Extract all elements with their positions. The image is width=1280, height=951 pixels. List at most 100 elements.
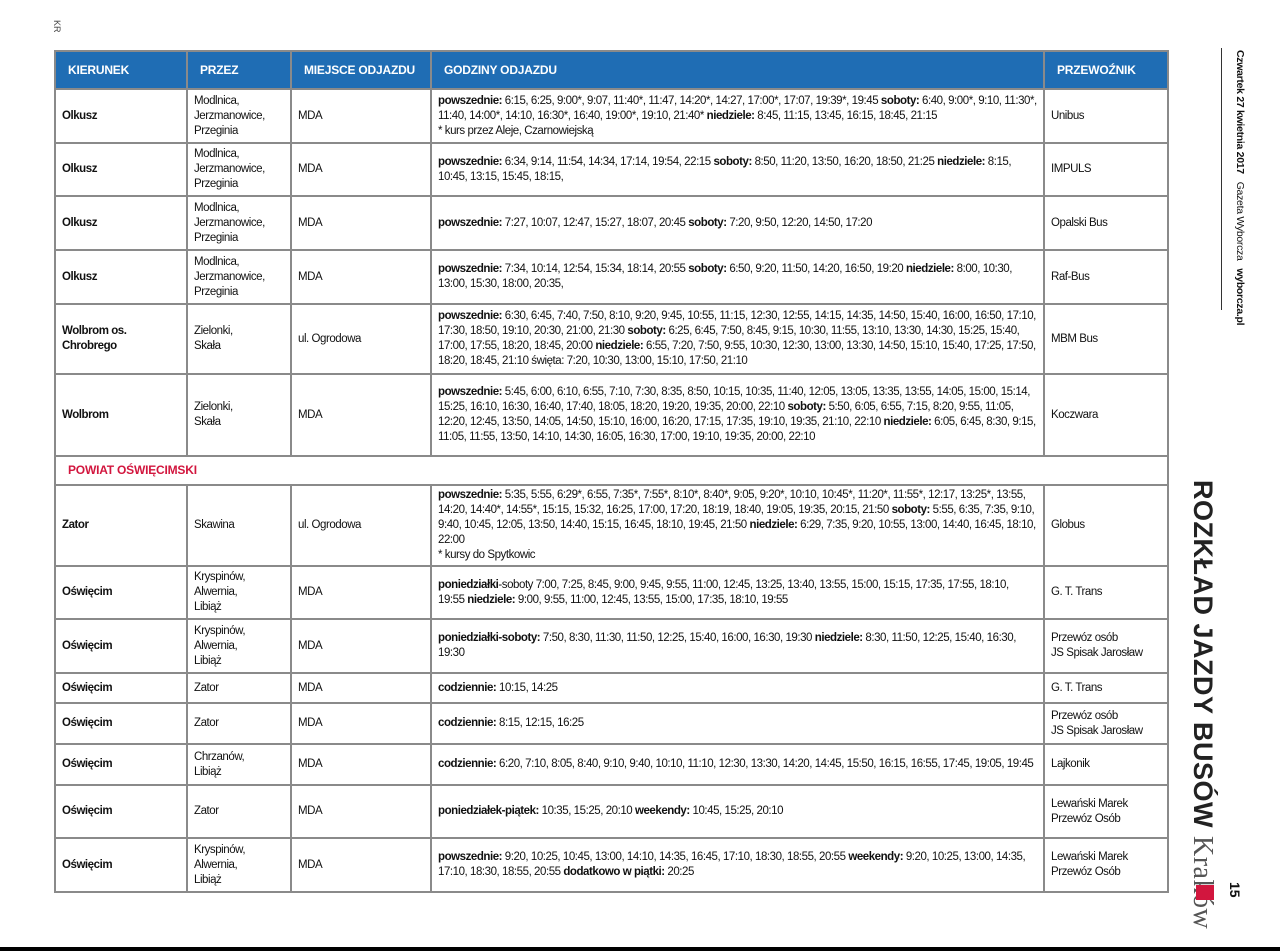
via-stop: Libiąż: [194, 873, 222, 886]
via-stop: Zator: [194, 805, 219, 817]
departure-times: codziennie: 10:15, 14:25: [430, 672, 1045, 704]
departure-times: powszednie: 6:30, 6:45, 7:40, 7:50, 8:10…: [430, 303, 1045, 375]
day-type-label: niedziele:: [467, 593, 516, 606]
page-title: ROZKŁAD JAZDY BUSÓW Kraków: [1186, 480, 1218, 929]
carrier-name: Lajkonik: [1051, 758, 1090, 770]
times-list: 7:50, 8:30, 11:30, 11:50, 12:25, 15:40, …: [540, 632, 815, 644]
departure-place: MDA: [290, 373, 432, 457]
times-list: 10:45, 15:25, 20:10: [689, 805, 784, 817]
carrier-cell: Lewański Marek Przewóz Osób: [1043, 784, 1169, 839]
times-list: 6:15, 6:25, 9:00*, 9:07, 11:40*, 11:47, …: [502, 94, 881, 107]
times-list: 9:20, 10:25, 10:45, 13:00, 14:10, 14:35,…: [502, 851, 849, 863]
via-cell: Chrzanów, Libiąż: [186, 743, 292, 786]
via-stop: Chrzanów,: [194, 750, 245, 763]
day-type-label: dodatkowo w piątki:: [563, 866, 665, 878]
day-type-label: powszednie:: [438, 155, 503, 168]
bus-timetable: KIERUNEK PRZEZ MIEJSCE ODJAZDU GODZINY ODJA…: [54, 50, 1169, 893]
carrier-cell: Przewóz osób JS Spisak Jarosław: [1043, 618, 1169, 674]
times-list: 7:27, 10:07, 12:47, 15:27, 18:07, 20:45: [502, 216, 689, 229]
carrier-cell: Lewański Marek Przewóz Osób: [1043, 837, 1169, 893]
day-type-label: powszednie:: [438, 386, 503, 398]
carrier-cell: Globus: [1043, 484, 1169, 567]
destination: Wolbrom: [54, 373, 188, 457]
via-stop: Libiąż: [194, 654, 222, 667]
day-type-label: niedziele:: [749, 519, 798, 531]
destination: Oświęcim: [54, 672, 188, 704]
carrier-name: JS Spisak Jarosław: [1051, 724, 1143, 737]
day-type-label: powszednie:: [438, 489, 503, 501]
day-type-label: niedziele:: [883, 416, 932, 428]
table-row: Wolbrom Zielonki, Skała MDA powszednie: 5:45…: [54, 373, 1169, 457]
day-type-label: weekendy:: [848, 851, 904, 863]
issue-info: Czwartek 27 kwietnia 2017 Gazeta Wyborcz…: [1234, 50, 1246, 325]
day-type-label: niedziele:: [706, 109, 755, 122]
times-list: 10:15, 14:25: [496, 681, 558, 694]
via-stop: Przeginia: [194, 124, 238, 137]
via-stop: Alwernia,: [194, 858, 238, 871]
corner-mark: KR: [52, 20, 62, 33]
times-list: 8:00, 10:30, 13:00, 15:30, 18:00, 20:35,: [438, 263, 1012, 290]
day-type-label: powszednie:: [438, 94, 503, 107]
times-list: 7:20, 9:50, 12:20, 14:50, 17:20: [726, 216, 873, 229]
header-przez: PRZEZ: [186, 50, 292, 90]
via-stop: Skała: [194, 340, 221, 352]
departure-times: poniedziałki-soboty 7:00, 7:25, 8:45, 9:…: [430, 565, 1045, 620]
destination: Oświęcim: [54, 784, 188, 839]
table-row: Olkusz Modlnica, Jerzmanowice, Przeginia MDA…: [54, 142, 1169, 197]
day-type-label: niedziele:: [595, 340, 644, 352]
carrier-cell: Koczwara: [1043, 373, 1169, 457]
departure-times: powszednie: 6:34, 9:14, 11:54, 14:34, 17…: [430, 142, 1045, 197]
departure-times: poniedziałek-piątek: 10:35, 15:25, 20:10…: [430, 784, 1045, 839]
day-type-label: niedziele:: [814, 632, 863, 644]
day-type-label: codziennie:: [438, 758, 497, 770]
table-header: KIERUNEK PRZEZ MIEJSCE ODJAZDU GODZINY ODJA…: [54, 50, 1169, 90]
via-cell: Modlnica, Jerzmanowice, Przeginia: [186, 142, 292, 197]
carrier-cell: Opalski Bus: [1043, 195, 1169, 251]
carrier-name: G. T. Trans: [1051, 681, 1103, 694]
times-list: 6:34, 9:14, 11:54, 14:34, 17:14, 19:54, …: [502, 155, 714, 168]
via-cell: Modlnica, Jerzmanowice, Przeginia: [186, 249, 292, 305]
day-type-label: soboty:: [713, 155, 752, 168]
via-stop: Modlnica,: [194, 255, 240, 268]
carrier-name: Przewóz osób: [1051, 632, 1118, 644]
times-list: 6:25, 6:45, 7:50, 8:45, 9:15, 10:30, 11:…: [438, 325, 1020, 352]
departure-times: poniedziałki-soboty: 7:50, 8:30, 11:30, …: [430, 618, 1045, 674]
day-type-label: niedziele:: [905, 263, 954, 275]
carrier-name: JS Spisak Jarosław: [1051, 647, 1143, 659]
departure-times: codziennie: 6:20, 7:10, 8:05, 8:40, 9:10…: [430, 743, 1045, 786]
times-list: 6:20, 7:10, 8:05, 8:40, 9:10, 9:40, 10:1…: [496, 758, 1034, 770]
via-stop: Modlnica,: [194, 201, 240, 214]
issue-date: Czwartek 27 kwietnia 2017: [1234, 50, 1246, 174]
via-stop: Jerzmanowice,: [194, 109, 265, 122]
carrier-name: Raf-Bus: [1051, 270, 1090, 283]
via-cell: Zator: [186, 672, 292, 704]
day-type-label: powszednie:: [438, 216, 503, 229]
times-list: 9:20, 10:25, 13:00, 14:35, 17:10, 18:30,…: [438, 851, 1026, 878]
via-cell: Modlnica, Jerzmanowice, Przeginia: [186, 195, 292, 251]
header-kierunek: KIERUNEK: [54, 50, 188, 90]
via-stop: Jerzmanowice,: [194, 163, 265, 175]
via-stop: Skała: [194, 416, 221, 428]
day-type-label: soboty:: [880, 94, 920, 107]
day-type-label: poniedziałki: [438, 578, 499, 591]
table-row: Oświęcim Kryspinów, Alwernia, Libiąż MDA poni…: [54, 565, 1169, 620]
day-type-label: powszednie:: [438, 851, 503, 863]
departure-place: MDA: [290, 784, 432, 839]
destination: Olkusz: [54, 88, 188, 144]
departure-place: MDA: [290, 743, 432, 786]
via-cell: Kryspinów, Alwernia, Libiąż: [186, 565, 292, 620]
via-stop: Zator: [194, 717, 219, 729]
times-list: 5:45, 6:00, 6:10, 6:55, 7:10, 7:30, 8:35…: [438, 386, 1030, 413]
destination: Olkusz: [54, 249, 188, 305]
page-title-main: ROZKŁAD JAZDY BUSÓW: [1188, 480, 1218, 829]
departure-times: powszednie: 5:45, 6:00, 6:10, 6:55, 7:10…: [430, 373, 1045, 457]
page-number: 15: [1227, 882, 1243, 898]
times-list: -soboty 7:00, 7:25, 8:45, 9:00, 9:45, 9:…: [438, 578, 1009, 606]
carrier-name: Przewóz osób: [1051, 709, 1118, 722]
via-stop: Przeginia: [194, 178, 238, 190]
header-godziny-odjazdu: GODZINY ODJAZDU: [430, 50, 1045, 90]
day-type-label: soboty:: [688, 216, 727, 229]
carrier-cell: Przewóz osób JS Spisak Jarosław: [1043, 702, 1169, 745]
day-type-label: codziennie:: [438, 681, 497, 694]
carrier-cell: G. T. Trans: [1043, 565, 1169, 620]
